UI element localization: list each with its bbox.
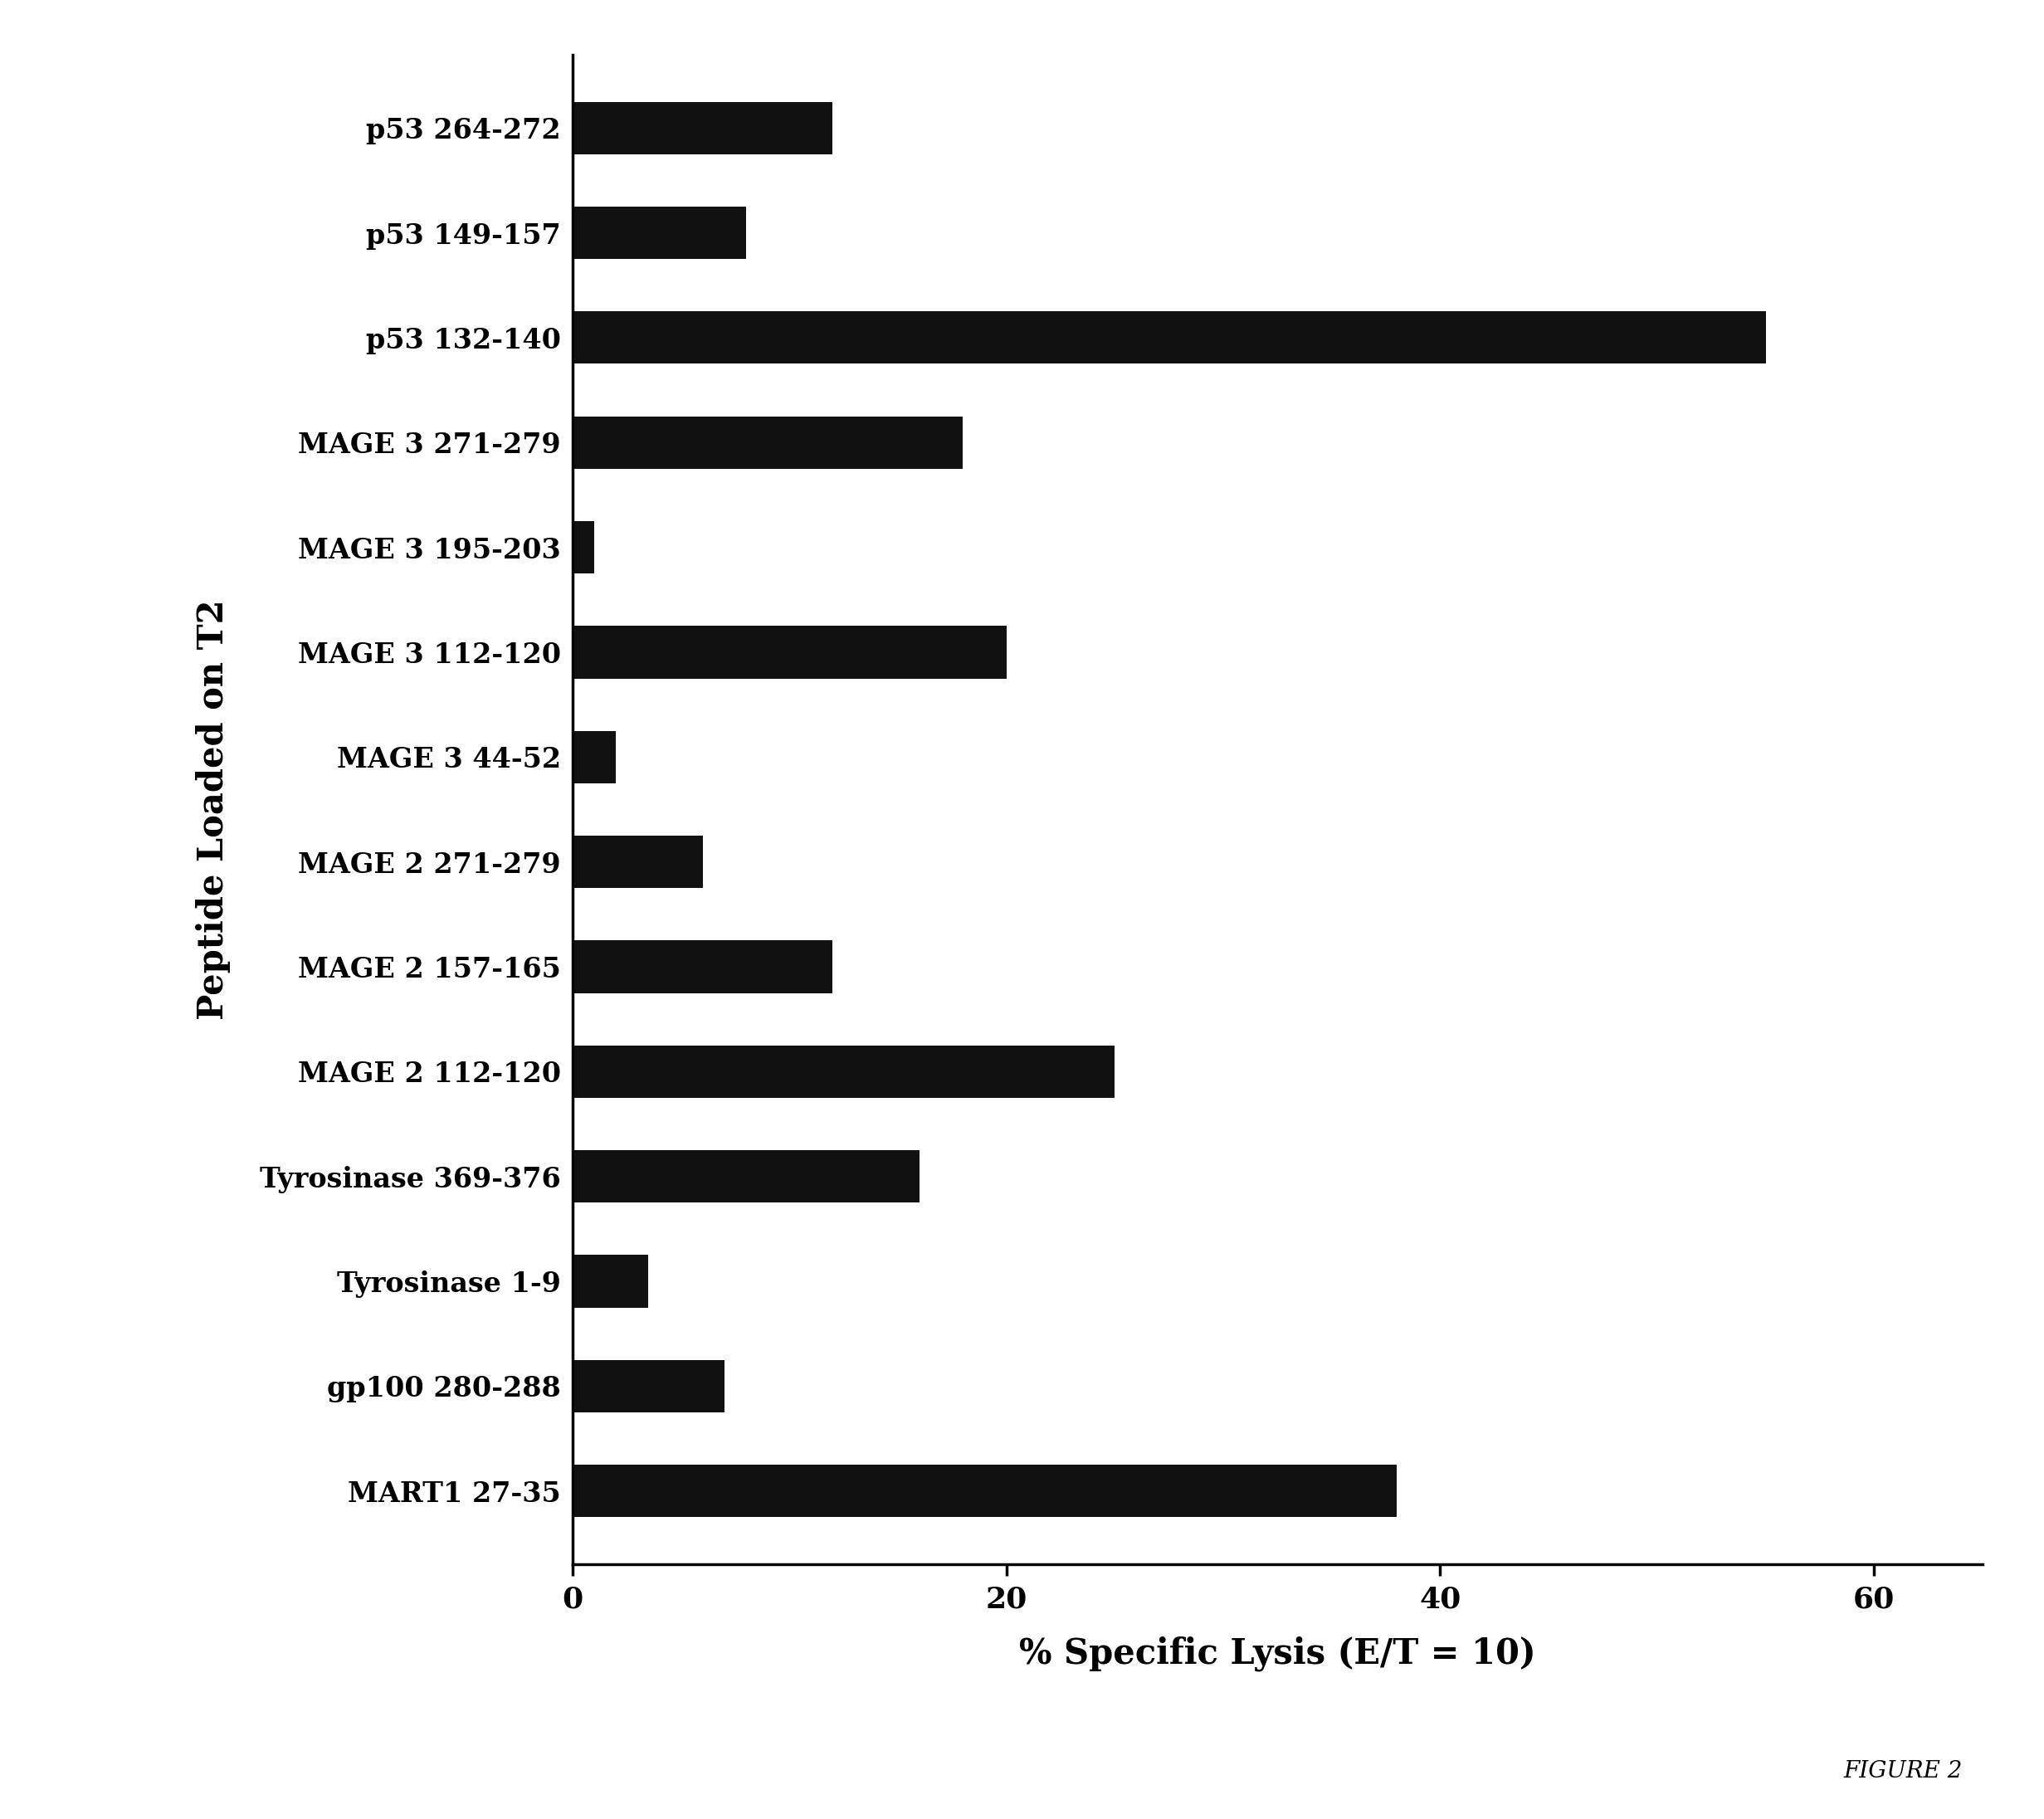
Y-axis label: Peptide Loaded on T2: Peptide Loaded on T2 — [196, 598, 231, 1020]
X-axis label: % Specific Lysis (E/T = 10): % Specific Lysis (E/T = 10) — [1020, 1637, 1535, 1672]
Bar — [572, 1361, 724, 1412]
Bar — [572, 626, 1006, 678]
Bar — [572, 311, 1766, 364]
Bar — [572, 1255, 648, 1308]
Bar — [572, 102, 832, 155]
Bar — [572, 417, 963, 469]
Bar — [572, 1046, 1114, 1099]
Bar — [572, 731, 615, 784]
Bar — [572, 1150, 920, 1202]
Bar — [572, 520, 595, 573]
Bar — [572, 835, 703, 888]
Text: FIGURE 2: FIGURE 2 — [1844, 1761, 1962, 1783]
Bar — [572, 207, 746, 258]
Bar — [572, 940, 832, 993]
Bar — [572, 1464, 1396, 1517]
